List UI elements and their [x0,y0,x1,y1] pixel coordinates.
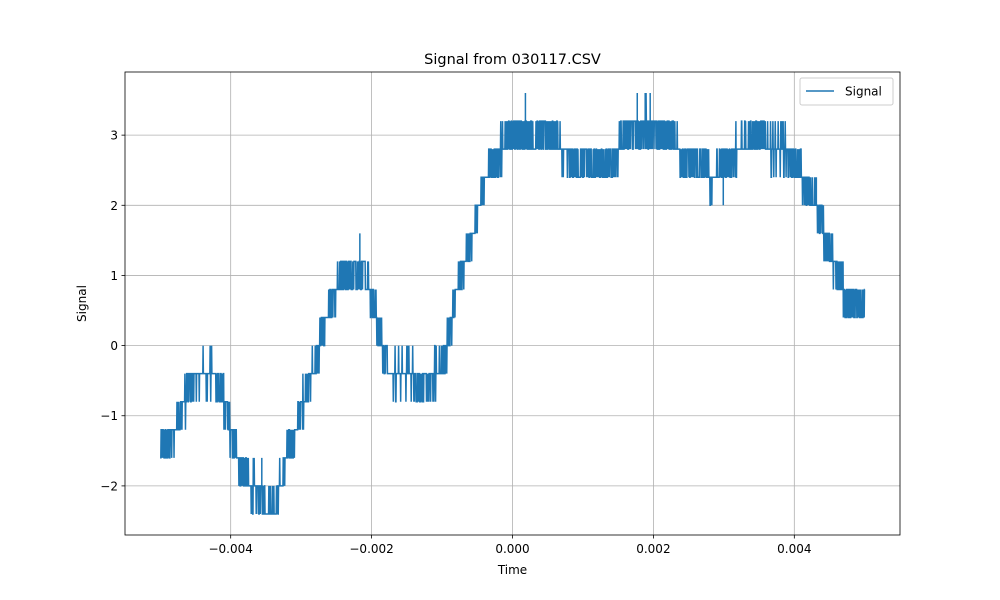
legend-label-signal: Signal [845,85,882,99]
legend: Signal [799,77,894,106]
x-tick-label: −0.004 [208,542,252,556]
data-series [160,93,866,515]
y-tick-label: 3 [110,129,118,143]
y-axis-ticks: −2 −1 0 1 2 3 [100,129,125,493]
x-axis-ticks: −0.004 −0.002 0.000 0.002 0.004 [208,535,811,556]
x-tick-label: −0.002 [349,542,393,556]
y-tick-label: 2 [110,199,118,213]
x-axis-title: Time [497,563,527,577]
y-axis-title: Signal [75,285,89,322]
y-tick-label: −1 [100,409,118,423]
x-tick-label: 0.004 [777,542,811,556]
y-tick-label: 1 [110,269,118,283]
chart-title: Signal from 030117.CSV [424,52,601,68]
x-tick-label: 0.000 [495,542,529,556]
y-tick-label: −2 [100,479,118,493]
legend-box [799,77,894,106]
y-tick-label: 0 [110,339,118,353]
x-tick-label: 0.002 [636,542,670,556]
series-line-signal [160,93,866,515]
